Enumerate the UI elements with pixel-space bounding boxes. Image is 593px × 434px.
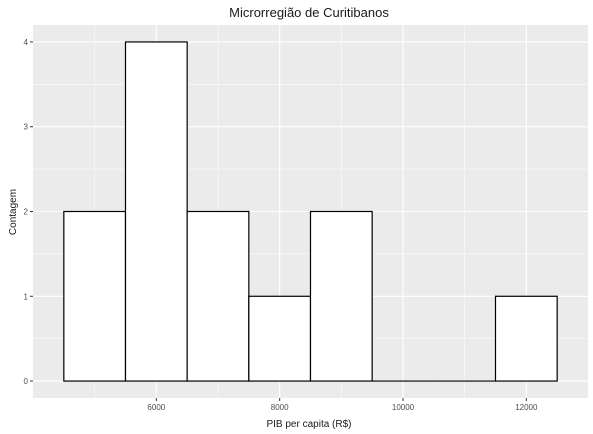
histogram-bar-4 — [309, 210, 373, 382]
y-axis: 0 1 2 3 4 — [24, 38, 33, 386]
y-tick-label: 4 — [24, 38, 29, 47]
y-tick-label: 3 — [24, 123, 29, 132]
x-axis: 6000 8000 10000 12000 — [147, 398, 538, 412]
y-tick-label: 0 — [24, 377, 29, 386]
y-tick-label: 1 — [24, 292, 29, 301]
chart-title: Microrregião de Curitibanos — [229, 5, 389, 20]
x-tick-label: 8000 — [271, 403, 289, 412]
histogram-bar-2 — [186, 210, 250, 382]
y-tick-label: 2 — [24, 208, 29, 217]
y-axis-label: Contagem — [8, 189, 19, 235]
histogram-bar-7 — [494, 295, 558, 382]
x-axis-label: PIB per capita (R$) — [266, 419, 351, 430]
x-tick-label: 10000 — [392, 403, 415, 412]
x-tick-label: 6000 — [147, 403, 165, 412]
histogram-bar-3 — [248, 295, 312, 382]
histogram-bars — [63, 41, 558, 382]
histogram-bar-1 — [124, 41, 188, 382]
histogram-bar-0 — [63, 210, 127, 382]
x-tick-label: 12000 — [515, 403, 538, 412]
